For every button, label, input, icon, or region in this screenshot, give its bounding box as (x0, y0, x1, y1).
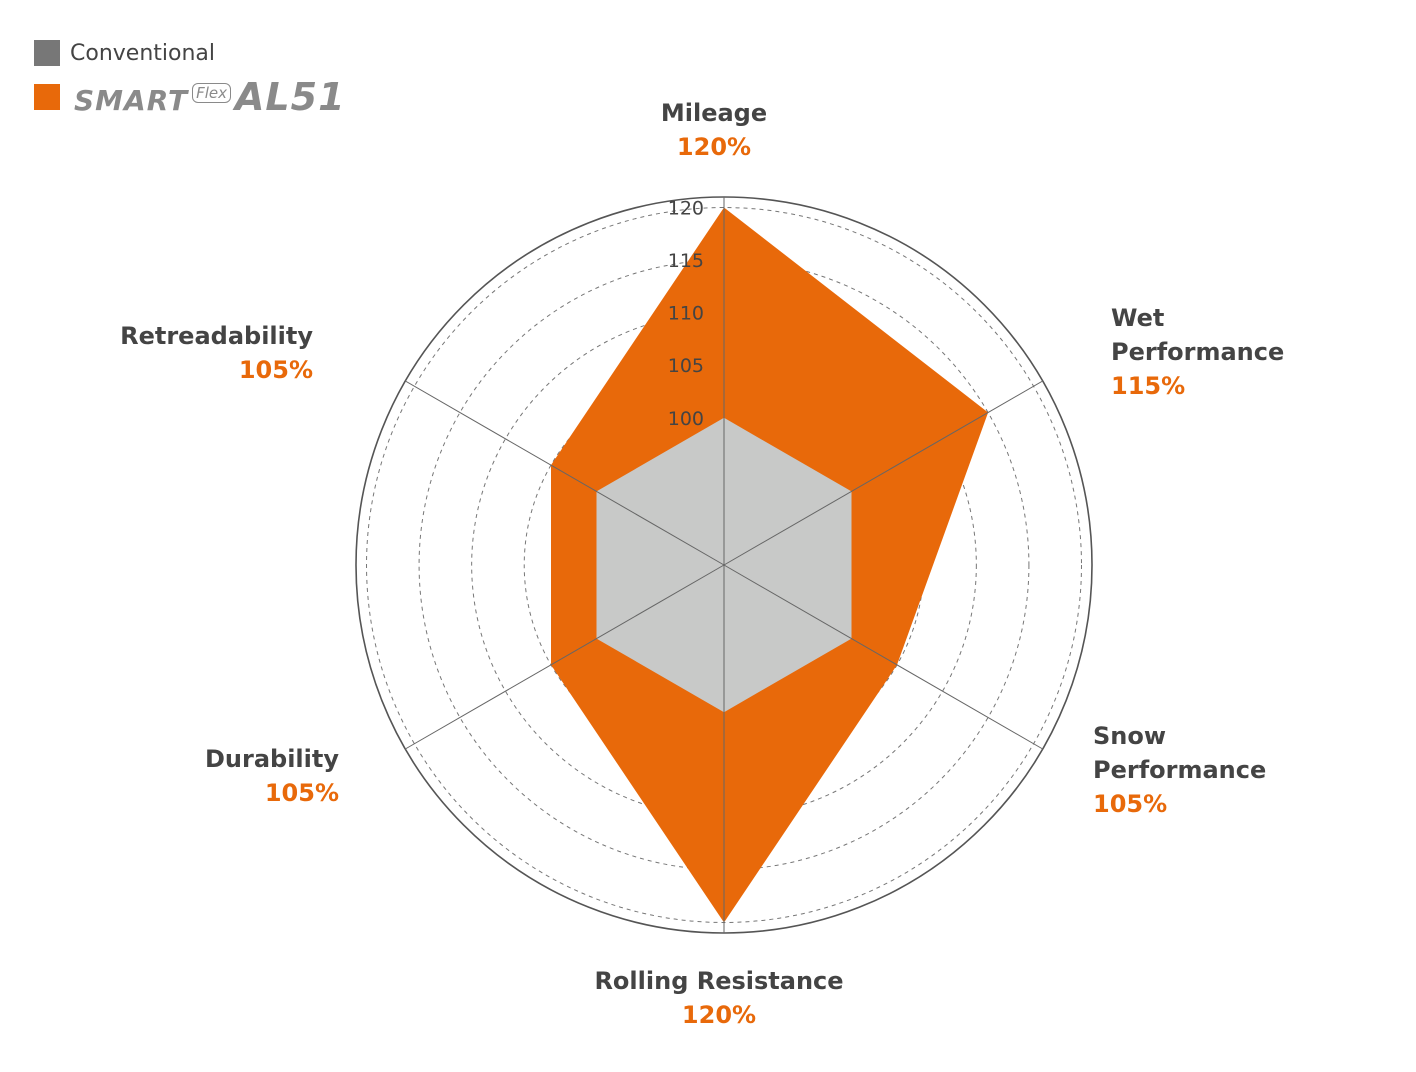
radar-tick-label-115: 115 (668, 250, 704, 272)
brand-logo-model: AL51 (235, 75, 346, 119)
radar-axis-label-2: Performance (1093, 756, 1266, 784)
radar-tick-label-105: 105 (668, 355, 704, 377)
radar-tick-label-120: 120 (668, 198, 704, 220)
radar-tick-label-100: 100 (668, 408, 704, 430)
radar-axis-value-5: 105% (239, 356, 313, 384)
legend-item-conventional: Conventional (34, 38, 346, 68)
brand-logo-flex: Flex (192, 83, 232, 103)
radar-grid-circle-115 (418, 259, 1030, 871)
radar-axis-label-2: Snow (1093, 722, 1166, 750)
radar-spoke-1 (723, 380, 1043, 566)
radar-axis-label-0: Mileage (661, 99, 767, 127)
radar-axis-label-1: Wet (1111, 304, 1164, 332)
radar-axis-value-1: 115% (1111, 372, 1185, 400)
radar-axis-value-2: 105% (1093, 790, 1167, 818)
radar-spoke-5 (405, 380, 725, 566)
legend-swatch-conventional (34, 40, 60, 66)
radar-axis-label-1: Performance (1111, 338, 1284, 366)
legend-label-conventional: Conventional (70, 40, 215, 66)
legend-item-product: SMART Flex AL51 (34, 75, 346, 119)
radar-axis-value-3: 120% (682, 1001, 756, 1029)
radar-axis-label-3: Rolling Resistance (594, 967, 843, 995)
radar-grid-circle-110 (471, 312, 977, 818)
brand-logo: SMART Flex AL51 (74, 75, 346, 119)
legend-swatch-product (34, 84, 60, 110)
radar-axis-label-4: Durability (205, 745, 339, 773)
radar-spoke-4 (405, 564, 725, 750)
radar-axis-value-0: 120% (677, 133, 751, 161)
radar-tick-label-110: 110 (668, 303, 704, 325)
legend: Conventional SMART Flex AL51 (34, 38, 346, 126)
radar-axis-value-4: 105% (265, 779, 339, 807)
radar-spoke-2 (723, 564, 1043, 750)
radar-axis-label-5: Retreadability (120, 322, 313, 350)
brand-logo-smart: SMART (74, 84, 189, 117)
